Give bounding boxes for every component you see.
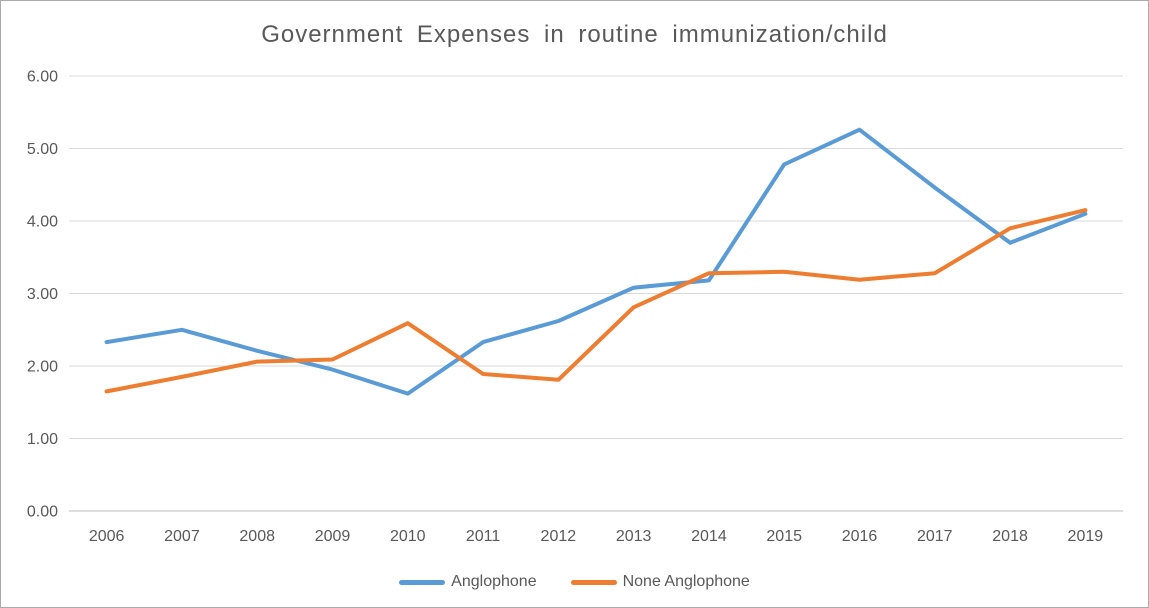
- legend-item-none-anglophone: None Anglophone: [570, 573, 750, 591]
- x-tick-label-2018: 2018: [992, 528, 1028, 545]
- x-tick-label-2011: 2011: [466, 528, 501, 545]
- x-tick-label-2008: 2008: [239, 528, 275, 545]
- y-tick-label-6.00: 6.00: [27, 69, 58, 86]
- x-tick-label-2013: 2013: [616, 528, 652, 545]
- legend-item-anglophone: Anglophone: [399, 573, 537, 591]
- x-tick-label-2006: 2006: [89, 528, 125, 545]
- legend-swatch-none-anglophone-icon: [570, 579, 617, 585]
- y-tick-label-1.00: 1.00: [27, 431, 58, 448]
- x-tick-label-2019: 2019: [1068, 528, 1104, 545]
- legend: Anglophone None Anglophone: [1, 573, 1148, 591]
- x-tick-label-2017: 2017: [917, 528, 953, 545]
- series-line-none-anglophone: [104, 208, 1088, 394]
- x-tick-label-2009: 2009: [315, 528, 351, 545]
- legend-swatch-anglophone-icon: [399, 579, 446, 585]
- x-tick-label-2016: 2016: [842, 528, 878, 545]
- legend-label-none-anglophone: None Anglophone: [622, 573, 750, 590]
- x-tick-label-2010: 2010: [390, 528, 426, 545]
- x-tick-label-2012: 2012: [541, 528, 577, 545]
- x-tick-label-2014: 2014: [691, 528, 727, 545]
- series-line-anglophone: [104, 127, 1088, 396]
- y-tick-label-0.00: 0.00: [27, 504, 58, 521]
- y-tick-label-5.00: 5.00: [27, 141, 58, 158]
- x-tick-label-2015: 2015: [766, 528, 802, 545]
- x-tick-label-2007: 2007: [164, 528, 200, 545]
- y-tick-label-2.00: 2.00: [27, 359, 58, 376]
- legend-label-anglophone: Anglophone: [451, 573, 537, 590]
- y-tick-label-4.00: 4.00: [27, 214, 58, 231]
- y-tick-label-3.00: 3.00: [27, 286, 58, 303]
